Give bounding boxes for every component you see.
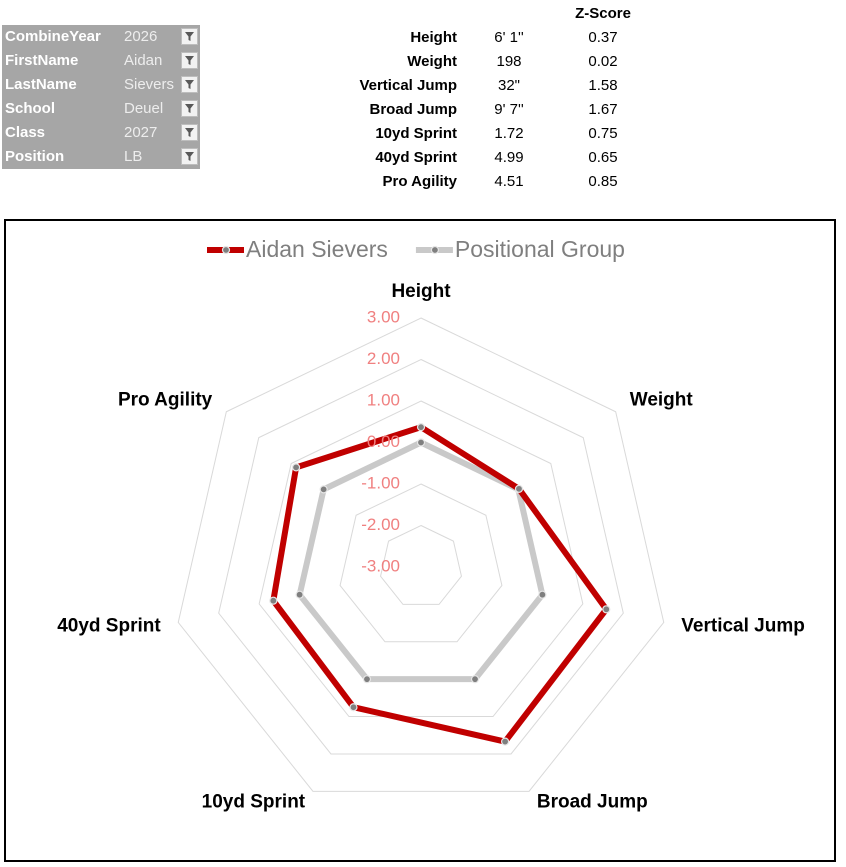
filter-row: Class 2027 [2,121,200,145]
filter-value: Deuel [124,100,164,117]
grid-line [218,358,624,755]
data-point [269,596,278,605]
chart-frame: 3.00 2.00 1.00 0.00 -1.00 -2.00 -3.00 Height Wei… [4,219,836,862]
data-point [416,438,426,447]
filter-label: FirstName [5,52,79,69]
stats-header: Z-Score [575,5,631,22]
stat-z: 1.67 [588,101,618,118]
stat-label: Height [410,29,457,46]
category-label: Height [391,281,451,302]
axis-tick-label: -3.00 [361,556,400,575]
data-point [514,484,524,493]
grid-line [339,483,503,643]
legend-item: Aidan Sievers [207,236,388,262]
stat-value: 198 [496,53,522,70]
filter-label: Position [5,148,65,165]
filter-row: FirstName Aidan [2,49,200,73]
filter-row: Position LB [2,145,200,169]
filter-label: LastName [5,76,77,93]
filter-icon [185,152,194,161]
axis-tick-label: 1.00 [367,390,400,409]
stat-label: Vertical Jump [359,77,457,94]
data-point [470,675,480,684]
category-label: Weight [630,390,694,411]
legend-marker [221,245,231,255]
axis-tick-label: 3.00 [367,307,400,326]
filter-row: LastName Sievers [2,73,200,97]
grid-line [177,317,665,792]
stat-z: 0.85 [588,173,618,190]
category-label: Broad Jump [537,792,648,813]
stat-label: Pro Agility [382,173,457,190]
data-point [291,463,301,472]
stat-z: 0.65 [588,149,618,166]
series-line [270,423,611,745]
grid-line [379,524,463,605]
data-point [295,590,304,599]
legend-label: Aidan Sievers [246,236,388,262]
filter-value: Sievers [124,76,175,93]
series-line [296,439,546,683]
stat-z: 1.58 [588,77,618,94]
filter-button[interactable] [181,76,198,93]
filter-row: School Deuel [2,97,200,121]
category-label: Pro Agility [118,390,213,411]
filter-icon [185,56,194,65]
filter-button[interactable] [181,28,198,45]
filter-value: 2026 [124,28,158,45]
legend-item: Positional Group [415,236,625,262]
category-label: 10yd Sprint [202,792,306,813]
legend-marker [430,245,440,255]
stat-z: 0.75 [588,125,618,142]
filter-panel: CombineYear 2026 FirstName Aidan LastName Sie… [2,25,200,169]
axis-tick-label: -2.00 [361,515,400,534]
filter-icon [185,80,194,89]
filter-label: Class [5,124,46,141]
data-point [538,590,547,599]
data-point [362,675,372,684]
data-point [500,737,510,746]
filter-value: LB [124,148,143,165]
filter-icon [185,128,194,137]
filter-value: 2027 [124,124,158,141]
stat-value: 9' 7'' [494,101,524,118]
category-label: 40yd Sprint [57,615,161,636]
filter-row: CombineYear 2026 [2,25,200,49]
legend-label: Positional Group [455,236,625,262]
filter-button[interactable] [181,100,198,117]
filter-button[interactable] [181,52,198,69]
stat-value: 1.72 [494,125,524,142]
stat-label: Broad Jump [369,101,457,118]
data-point [602,605,611,614]
axis-tick-label: -1.00 [361,473,400,492]
filter-icon [185,104,194,113]
stat-value: 4.51 [494,173,524,190]
data-point [416,423,426,432]
data-point [349,703,358,712]
chart: 3.00 2.00 1.00 0.00 -1.00 -2.00 -3.00 Height Wei… [57,236,805,813]
axis-tick-label: 0.00 [367,432,400,451]
stat-label: Weight [407,53,457,70]
filter-icon [185,32,194,41]
filter-label: CombineYear [5,28,101,45]
stat-label: 10yd Sprint [375,125,457,142]
filter-button[interactable] [181,124,198,141]
category-label: Vertical Jump [681,615,805,636]
stat-value: 4.99 [494,149,524,166]
stat-value: 32" [497,77,520,94]
filter-label: School [5,100,56,117]
filter-button[interactable] [181,148,198,165]
data-point [319,485,328,494]
grid-line [258,400,584,718]
stat-z: 0.37 [588,29,618,46]
filter-value: Aidan [124,52,163,69]
stat-z: 0.02 [588,53,618,70]
stat-label: 40yd Sprint [375,149,457,166]
stat-value: 6' 1'' [494,29,524,46]
axis-tick-label: 2.00 [367,349,400,368]
